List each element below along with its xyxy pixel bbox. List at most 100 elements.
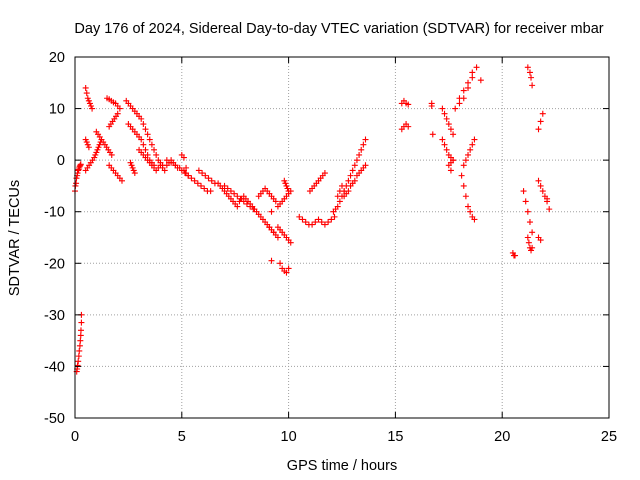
data-point [520, 188, 527, 195]
data-point [205, 175, 212, 182]
chart-title: Day 176 of 2024, Sidereal Day-to-day VTE… [74, 21, 603, 37]
data-point [84, 141, 91, 148]
data-point [77, 337, 84, 344]
data-point [535, 177, 542, 184]
grid [75, 57, 609, 418]
data-point [299, 216, 306, 223]
data-point [443, 115, 450, 122]
y-tick-label: 20 [49, 50, 65, 66]
data-point [146, 136, 153, 143]
data-point [92, 151, 99, 158]
data-point [88, 102, 95, 109]
data-point [351, 177, 358, 184]
data-point [529, 82, 536, 89]
data-point [439, 105, 446, 112]
data-point [96, 141, 103, 148]
data-point [528, 247, 535, 254]
data-point [195, 167, 202, 174]
data-point [250, 206, 257, 213]
data-point [168, 159, 175, 166]
data-point [351, 162, 358, 169]
data-point [208, 177, 215, 184]
data-point [94, 146, 101, 153]
data-point [345, 177, 352, 184]
y-axis-label: SDTVAR / TECUs [7, 180, 23, 296]
data-point [183, 164, 190, 171]
data-point [75, 353, 82, 360]
data-point [537, 182, 544, 189]
data-point [546, 206, 553, 213]
data-point [86, 100, 93, 107]
data-point [471, 136, 478, 143]
data-point [347, 172, 354, 179]
data-point [198, 182, 205, 189]
data-point [283, 182, 290, 189]
data-point [185, 172, 192, 179]
x-tick-label: 10 [281, 429, 297, 445]
data-point [460, 162, 467, 169]
data-point [202, 172, 209, 179]
data-point [443, 146, 450, 153]
data-points [72, 64, 553, 375]
data-point [535, 126, 542, 133]
data-point [234, 203, 241, 210]
data-point [445, 121, 452, 128]
data-point [207, 188, 214, 195]
data-point [130, 167, 137, 174]
data-point [467, 208, 474, 215]
data-point [161, 167, 168, 174]
data-point [108, 151, 115, 158]
data-point [129, 164, 136, 171]
axis-ticks [74, 56, 610, 419]
data-point [95, 144, 102, 151]
data-point [353, 157, 360, 164]
data-point [142, 146, 149, 153]
data-point [116, 105, 123, 112]
data-point [302, 219, 309, 226]
data-point [76, 342, 83, 349]
y-tick-label: 0 [57, 153, 65, 169]
data-point [460, 182, 467, 189]
data-point [282, 180, 289, 187]
data-point [76, 347, 83, 354]
data-point [191, 177, 198, 184]
data-point [439, 136, 446, 143]
data-point [405, 123, 412, 130]
data-point [456, 100, 463, 107]
data-point [287, 188, 294, 195]
data-point [321, 221, 328, 228]
data-point [268, 208, 275, 215]
y-tick-label: -40 [44, 359, 65, 375]
data-point [272, 198, 279, 205]
data-point [270, 229, 277, 236]
data-point [118, 177, 125, 184]
data-point [462, 193, 469, 200]
data-point [469, 69, 476, 76]
data-point [450, 157, 457, 164]
data-point [349, 167, 356, 174]
data-point [525, 239, 532, 246]
data-point [131, 170, 138, 177]
data-point [77, 161, 84, 168]
data-point [460, 87, 467, 94]
data-point [452, 105, 459, 112]
data-point [465, 84, 472, 91]
data-point [539, 188, 546, 195]
data-point [469, 74, 476, 81]
data-point [315, 216, 322, 223]
data-point [240, 198, 247, 205]
data-point [465, 203, 472, 210]
data-point [471, 216, 478, 223]
data-point [281, 177, 288, 184]
data-point [194, 180, 201, 187]
data-point [529, 229, 536, 236]
data-point [328, 216, 335, 223]
data-point [441, 141, 448, 148]
data-point [309, 221, 316, 228]
data-point [526, 219, 533, 226]
data-point [537, 237, 544, 244]
y-tick-label: 10 [49, 102, 65, 118]
data-point [237, 195, 244, 202]
data-point [456, 95, 463, 102]
